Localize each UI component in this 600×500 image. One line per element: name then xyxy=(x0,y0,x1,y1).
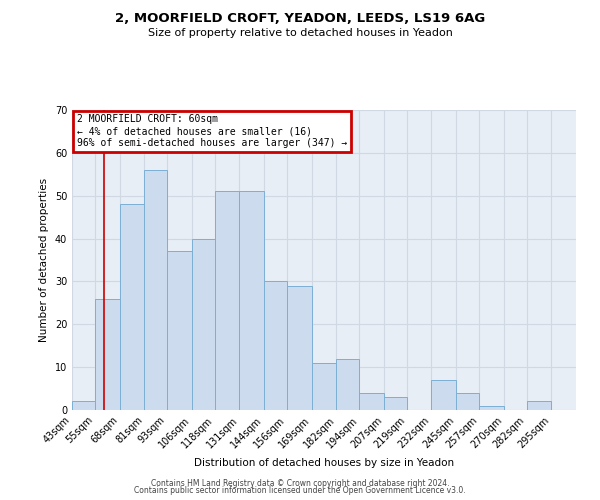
Text: 2, MOORFIELD CROFT, YEADON, LEEDS, LS19 6AG: 2, MOORFIELD CROFT, YEADON, LEEDS, LS19 … xyxy=(115,12,485,26)
Bar xyxy=(239,192,264,410)
Text: Contains public sector information licensed under the Open Government Licence v3: Contains public sector information licen… xyxy=(134,486,466,495)
Bar xyxy=(192,238,215,410)
Bar xyxy=(431,380,456,410)
Text: Size of property relative to detached houses in Yeadon: Size of property relative to detached ho… xyxy=(148,28,452,38)
Bar xyxy=(264,282,287,410)
Y-axis label: Number of detached properties: Number of detached properties xyxy=(39,178,49,342)
Bar xyxy=(479,406,504,410)
Bar xyxy=(95,298,119,410)
X-axis label: Distribution of detached houses by size in Yeadon: Distribution of detached houses by size … xyxy=(194,458,454,468)
Bar xyxy=(287,286,311,410)
Text: Contains HM Land Registry data © Crown copyright and database right 2024.: Contains HM Land Registry data © Crown c… xyxy=(151,478,449,488)
Bar xyxy=(144,170,167,410)
Bar xyxy=(119,204,144,410)
Bar xyxy=(456,393,479,410)
Bar xyxy=(337,358,359,410)
Bar xyxy=(527,402,551,410)
Bar xyxy=(215,192,239,410)
Bar xyxy=(384,397,407,410)
Text: 2 MOORFIELD CROFT: 60sqm
← 4% of detached houses are smaller (16)
96% of semi-de: 2 MOORFIELD CROFT: 60sqm ← 4% of detache… xyxy=(77,114,347,148)
Bar xyxy=(311,363,337,410)
Bar xyxy=(359,393,384,410)
Bar xyxy=(72,402,95,410)
Bar xyxy=(167,252,192,410)
